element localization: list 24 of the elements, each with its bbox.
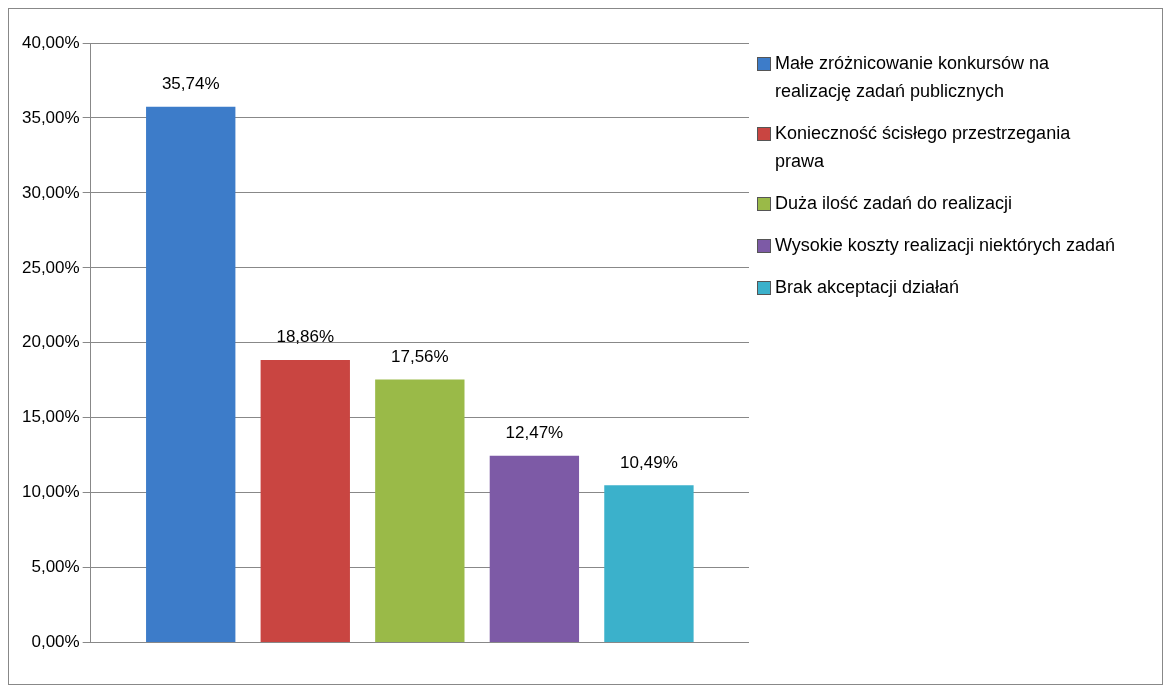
y-tick-label: 0,00% xyxy=(31,632,80,652)
y-tick-label: 20,00% xyxy=(21,332,80,352)
data-label: 12,47% xyxy=(505,422,564,442)
data-label: 35,74% xyxy=(161,74,220,94)
legend-label: Brak akceptacji działań xyxy=(775,276,961,299)
bar xyxy=(604,485,694,643)
legend-label: Konieczność ścisłego przestrzegania prawa xyxy=(775,122,1072,173)
data-label: 17,56% xyxy=(390,346,449,366)
legend-label: Małe zróżnicowanie konkursów na realizację zadań publicznych xyxy=(775,52,1051,103)
y-tick-label: 35,00% xyxy=(21,107,80,127)
y-tick-label: 30,00% xyxy=(21,182,80,202)
y-tick-label: 15,00% xyxy=(21,407,80,427)
bar xyxy=(146,106,236,643)
y-tick-label: 10,00% xyxy=(21,482,80,502)
data-label: 10,49% xyxy=(620,452,678,472)
legend-label: Wysokie koszty realizacji niektórych zadań xyxy=(775,234,1115,257)
bar xyxy=(375,379,465,643)
legend-label: Duża ilość zadań do realizacji xyxy=(775,192,1014,215)
y-tick-label: 25,00% xyxy=(21,257,80,277)
y-tick-label: 5,00% xyxy=(31,557,80,577)
bar xyxy=(489,455,580,643)
bar xyxy=(260,359,350,643)
y-tick-label: 40,00% xyxy=(21,32,80,52)
data-label: 18,86% xyxy=(276,327,335,347)
